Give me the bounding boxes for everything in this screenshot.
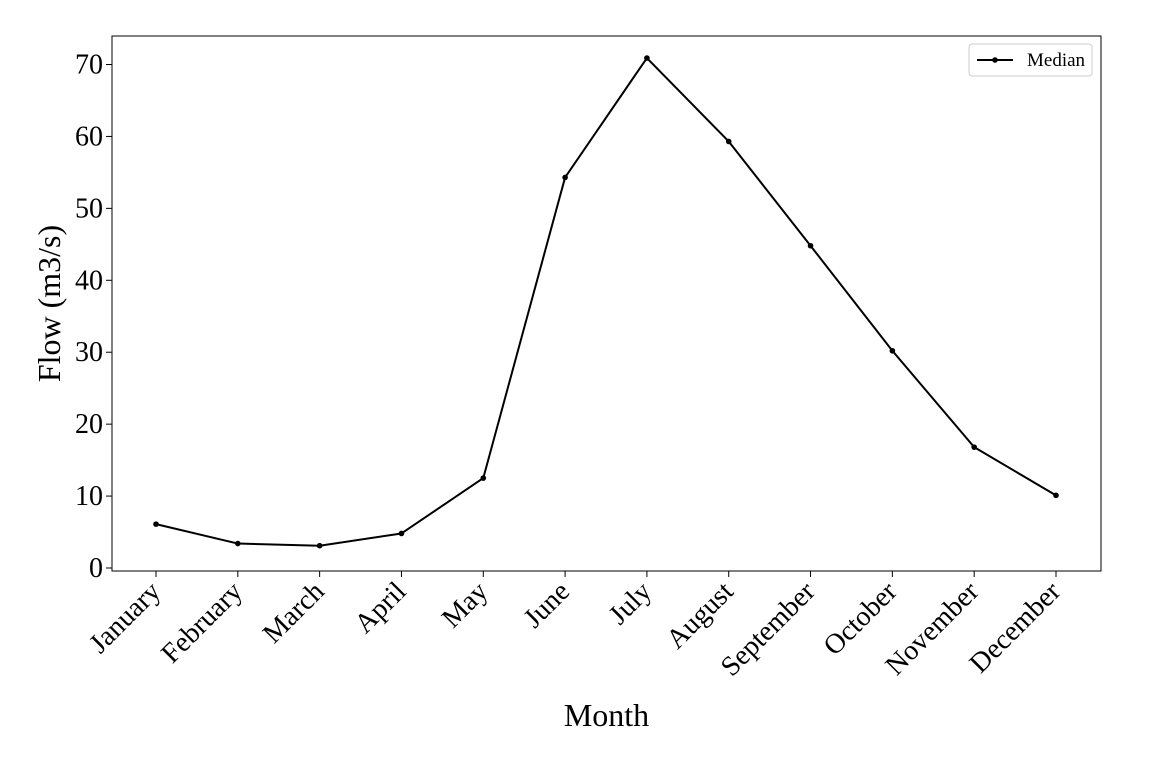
y-tick-label: 70	[75, 50, 103, 81]
y-tick-label: 0	[89, 553, 103, 584]
data-point	[725, 138, 732, 145]
data-point	[316, 542, 323, 549]
data-point	[1053, 492, 1059, 499]
series-layer	[153, 55, 1059, 549]
y-tick-label: 10	[75, 481, 103, 512]
data-point	[562, 174, 568, 181]
data-point	[644, 55, 650, 61]
data-point	[398, 530, 405, 537]
plot-frame	[111, 35, 1102, 572]
legend: Median	[968, 43, 1093, 77]
series-line-median	[155, 57, 1057, 547]
legend-box	[968, 43, 1093, 77]
y-tick-label: 60	[75, 121, 103, 152]
y-tick-label: 20	[75, 409, 103, 440]
y-tick-label: 40	[75, 265, 103, 296]
y-tick-label: 50	[75, 193, 103, 224]
x-axis-label: Month	[564, 697, 649, 733]
data-point	[235, 540, 241, 547]
data-point	[807, 242, 814, 249]
data-point	[480, 475, 487, 481]
y-tick-label: 30	[75, 337, 103, 368]
y-axis-ticks: 0 10 20 30 40 50 60 70	[75, 50, 112, 584]
data-point	[971, 444, 977, 450]
y-axis-label: Flow (m3/s)	[31, 225, 67, 382]
data-point	[153, 521, 159, 527]
legend-marker-median	[992, 57, 998, 63]
data-point	[889, 347, 896, 354]
legend-label-median: Median	[1027, 50, 1086, 71]
